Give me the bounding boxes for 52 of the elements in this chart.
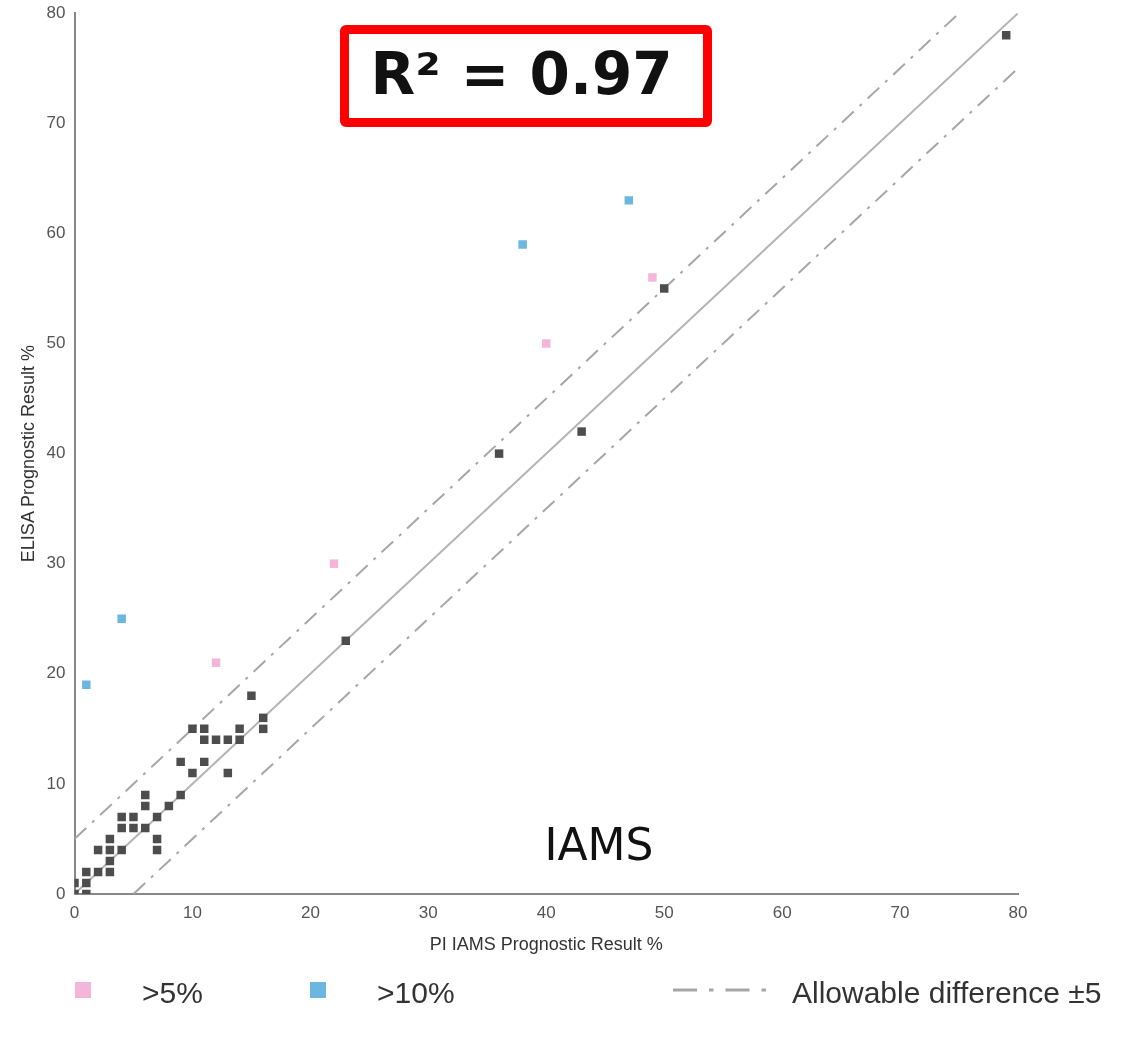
x-tick-label: 60 [772,902,792,922]
point [82,867,91,877]
point [659,284,669,293]
annotation: R² = 0.97 [339,25,712,128]
annotation: IAMS [544,819,654,870]
y-tick-label: 60 [46,223,66,243]
legend-label: >5% [142,975,203,1011]
point [235,735,244,745]
y-tick-label: 30 [46,553,66,573]
point [176,757,185,767]
point [518,240,527,249]
legend-label: Allowable difference ±5 [792,975,1103,1011]
x-tick-label: 10 [182,902,202,922]
point [117,845,126,855]
point [247,691,256,701]
x-tick-label: 0 [69,902,80,922]
point [235,724,244,734]
point [141,790,150,800]
x-tick-label: 80 [1008,902,1028,922]
x-axis-title: PI IAMS Prognostic Result % [429,934,663,955]
y-tick-label: 10 [46,773,66,793]
point [188,724,197,734]
point [542,339,551,348]
point [329,559,339,568]
point [141,801,150,811]
y-tick-label: 0 [56,883,66,903]
x-tick-label: 20 [300,902,320,922]
point [188,768,197,778]
y-tick-label: 80 [46,2,66,22]
y-axis-title: ELISA Prognostic Result % [17,345,38,563]
y-tick-label: 20 [46,663,66,683]
point [648,273,657,282]
point [577,427,586,436]
point [494,449,504,458]
y-tick-label: 40 [46,443,66,463]
x-tick-label: 70 [890,902,910,922]
point [82,680,91,690]
point [117,823,126,833]
point [82,878,91,888]
point [117,614,126,623]
y-tick-label: 70 [46,112,66,132]
point [176,790,185,800]
y-tick-label: 50 [46,333,66,353]
x-tick-label: 40 [536,902,556,922]
point [141,823,150,833]
point [129,823,138,833]
point [624,196,634,205]
x-tick-label: 50 [654,902,674,922]
legend-label: >10% [377,975,455,1011]
point [129,812,138,822]
point [117,812,126,822]
x-tick-label: 30 [418,902,438,922]
